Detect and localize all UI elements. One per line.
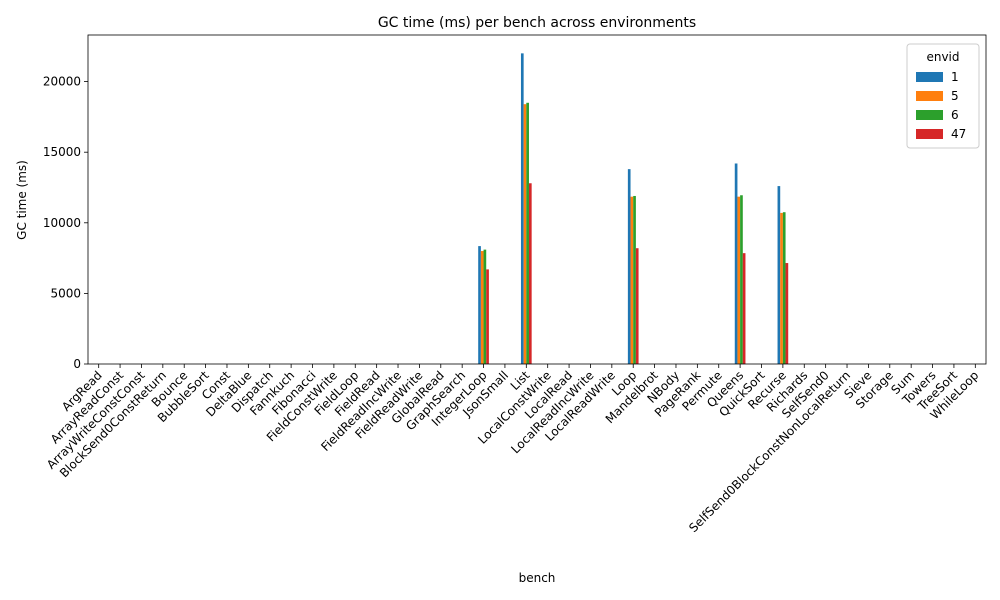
bar-Recurse-env-6 xyxy=(782,212,786,364)
x-axis: ArgReadArrayReadConstArrayWriteConstCons… xyxy=(44,364,981,535)
bar-Recurse-env-1 xyxy=(777,186,781,364)
bar-List-env-6 xyxy=(526,102,529,364)
bar-Loop-env-5 xyxy=(630,196,634,364)
chart-title: GC time (ms) per bench across environmen… xyxy=(378,15,696,31)
bar-Queens-env-47 xyxy=(742,253,746,364)
legend-swatch-47 xyxy=(916,129,943,139)
bar-List-env-1 xyxy=(520,53,524,365)
legend-swatch-6 xyxy=(916,110,943,120)
y-tick-label: 0 xyxy=(73,357,81,371)
legend-title: envid xyxy=(926,50,959,64)
bar-Queens-env-5 xyxy=(737,196,741,364)
bar-Queens-env-6 xyxy=(740,195,743,364)
bar-IntegerLoop-env-47 xyxy=(486,269,489,364)
legend-label-47: 47 xyxy=(951,127,966,141)
y-axis-label: GC time (ms) xyxy=(15,160,29,240)
legend-swatch-1 xyxy=(916,72,943,82)
y-tick-label: 10000 xyxy=(43,216,81,230)
legend-swatch-5 xyxy=(916,91,943,101)
bar-IntegerLoop-env-5 xyxy=(480,251,484,364)
bar-Recurse-env-5 xyxy=(780,212,783,364)
x-axis-label: bench xyxy=(519,571,556,585)
bar-List-env-47 xyxy=(528,183,532,364)
bars-group xyxy=(478,53,789,365)
bar-IntegerLoop-env-6 xyxy=(483,249,487,364)
bar-List-env-5 xyxy=(523,104,527,364)
legend-label-1: 1 xyxy=(951,70,959,84)
plot-frame xyxy=(87,34,987,365)
bar-Loop-env-1 xyxy=(627,169,631,364)
bar-Queens-env-1 xyxy=(734,163,738,364)
y-tick-label: 20000 xyxy=(43,75,81,89)
legend-label-6: 6 xyxy=(951,108,959,122)
legend-label-5: 5 xyxy=(951,89,959,103)
y-tick-label: 15000 xyxy=(43,145,81,159)
legend: envid 1 5 6 47 xyxy=(906,43,980,149)
bar-IntegerLoop-env-1 xyxy=(478,246,481,364)
y-tick-label: 5000 xyxy=(50,286,81,300)
bar-Loop-env-47 xyxy=(635,248,639,364)
bar-Recurse-env-47 xyxy=(785,263,789,364)
bar-Loop-env-6 xyxy=(633,195,636,364)
y-axis: 0 5000 10000 15000 20000 xyxy=(43,75,88,371)
